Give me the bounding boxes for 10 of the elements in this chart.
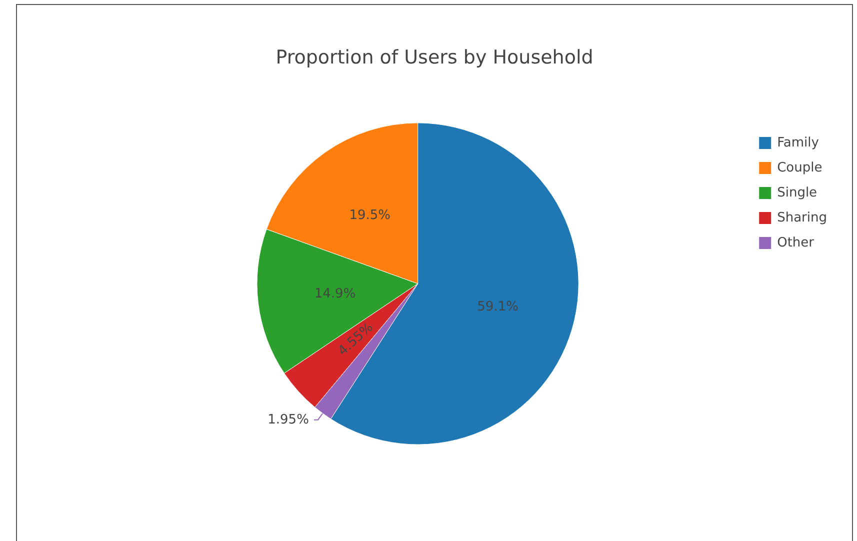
data-label: 19.5% [349,208,390,223]
data-label: 1.95% [268,412,309,428]
data-label: 14.9% [314,286,356,302]
legend-label: Family [777,136,820,150]
legend-label: Other [777,236,815,250]
legend-label: Single [777,186,818,200]
legend-label: Sharing [777,210,827,226]
data-label: 59.1% [477,300,518,315]
legend-label: Couple [777,160,822,176]
chart-title: Proportion of Users by Household [276,46,594,68]
